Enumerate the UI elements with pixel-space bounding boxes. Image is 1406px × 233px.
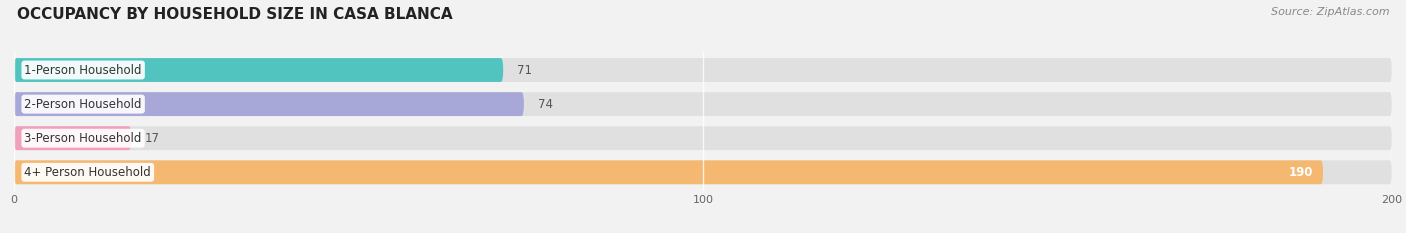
- FancyBboxPatch shape: [14, 126, 131, 150]
- FancyBboxPatch shape: [14, 160, 1392, 184]
- Text: 2-Person Household: 2-Person Household: [24, 98, 142, 111]
- Text: 71: 71: [517, 64, 531, 76]
- FancyBboxPatch shape: [14, 92, 524, 116]
- FancyBboxPatch shape: [14, 58, 1392, 82]
- Text: 74: 74: [537, 98, 553, 111]
- Text: 190: 190: [1288, 166, 1313, 179]
- Text: 4+ Person Household: 4+ Person Household: [24, 166, 150, 179]
- FancyBboxPatch shape: [14, 160, 1323, 184]
- Text: 1-Person Household: 1-Person Household: [24, 64, 142, 76]
- FancyBboxPatch shape: [14, 58, 503, 82]
- FancyBboxPatch shape: [14, 92, 1392, 116]
- Text: 3-Person Household: 3-Person Household: [24, 132, 142, 145]
- Text: 17: 17: [145, 132, 160, 145]
- Text: Source: ZipAtlas.com: Source: ZipAtlas.com: [1271, 7, 1389, 17]
- Text: OCCUPANCY BY HOUSEHOLD SIZE IN CASA BLANCA: OCCUPANCY BY HOUSEHOLD SIZE IN CASA BLAN…: [17, 7, 453, 22]
- FancyBboxPatch shape: [14, 126, 1392, 150]
